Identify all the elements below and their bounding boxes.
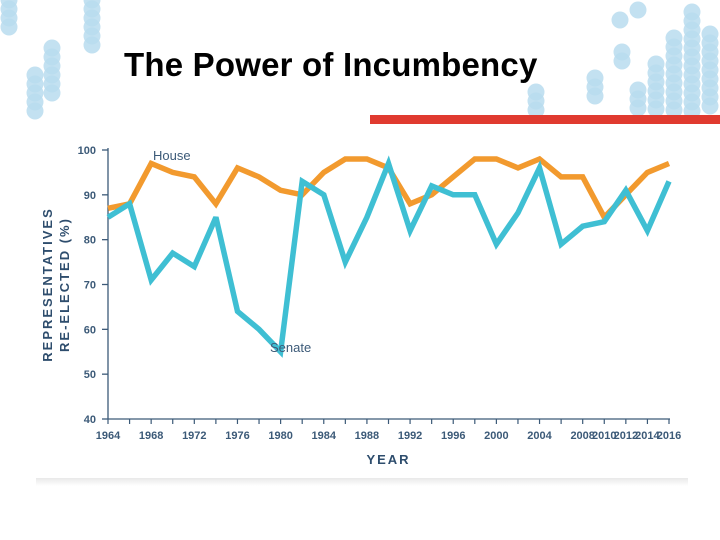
accent-bar <box>370 115 720 124</box>
y-tick-label: 50 <box>84 369 96 381</box>
y-tick-label: 90 <box>84 190 96 202</box>
series-labels: House Senate <box>153 148 311 355</box>
x-tick-label: 1964 <box>96 430 121 442</box>
axes: 40 50 60 70 80 90 100 1964 1968 1972 1976 1980 1984 1… <box>78 145 682 442</box>
x-tick-label: 2000 <box>484 430 508 442</box>
series-label-house: House <box>153 148 191 163</box>
y-axis-title: REPRESENTATIVES RE-ELECTED (%) <box>40 207 72 361</box>
x-tick-label: 1996 <box>441 430 465 442</box>
y-tick-label: 70 <box>84 280 96 292</box>
x-tick-label: 1972 <box>182 430 206 442</box>
series-label-senate: Senate <box>270 340 311 355</box>
x-tick-label: 1988 <box>355 430 379 442</box>
x-tick-label: 1976 <box>225 430 249 442</box>
x-tick-label: 2008 <box>570 430 594 442</box>
y-tick-label: 60 <box>84 324 96 336</box>
bubble-decoration <box>0 0 719 120</box>
series-line-senate <box>106 155 672 358</box>
x-tick-label: 2004 <box>527 430 552 442</box>
x-tick-label: 1992 <box>398 430 422 442</box>
line-chart: REPRESENTATIVES RE-ELECTED (%) YEAR 40 50 6… <box>40 145 682 467</box>
slide-title: The Power of Incumbency <box>124 46 538 83</box>
bottom-divider <box>36 478 688 486</box>
y-tick-label: 80 <box>84 235 96 247</box>
y-tick-label: 100 <box>78 145 96 157</box>
x-tick-label: 2014 <box>635 430 660 442</box>
x-tick-label: 1980 <box>268 430 292 442</box>
y-tick-label: 40 <box>84 414 96 426</box>
x-tick-label: 1968 <box>139 430 163 442</box>
x-axis-title: YEAR <box>366 452 410 467</box>
x-tick-label: 2012 <box>614 430 638 442</box>
series-layer <box>106 155 672 358</box>
y-axis-title-line: REPRESENTATIVES <box>40 207 55 361</box>
y-axis-title-line: RE-ELECTED (%) <box>57 217 72 352</box>
x-tick-label: 2016 <box>657 430 681 442</box>
x-tick-label: 1984 <box>312 430 337 442</box>
x-tick-label: 2010 <box>592 430 616 442</box>
